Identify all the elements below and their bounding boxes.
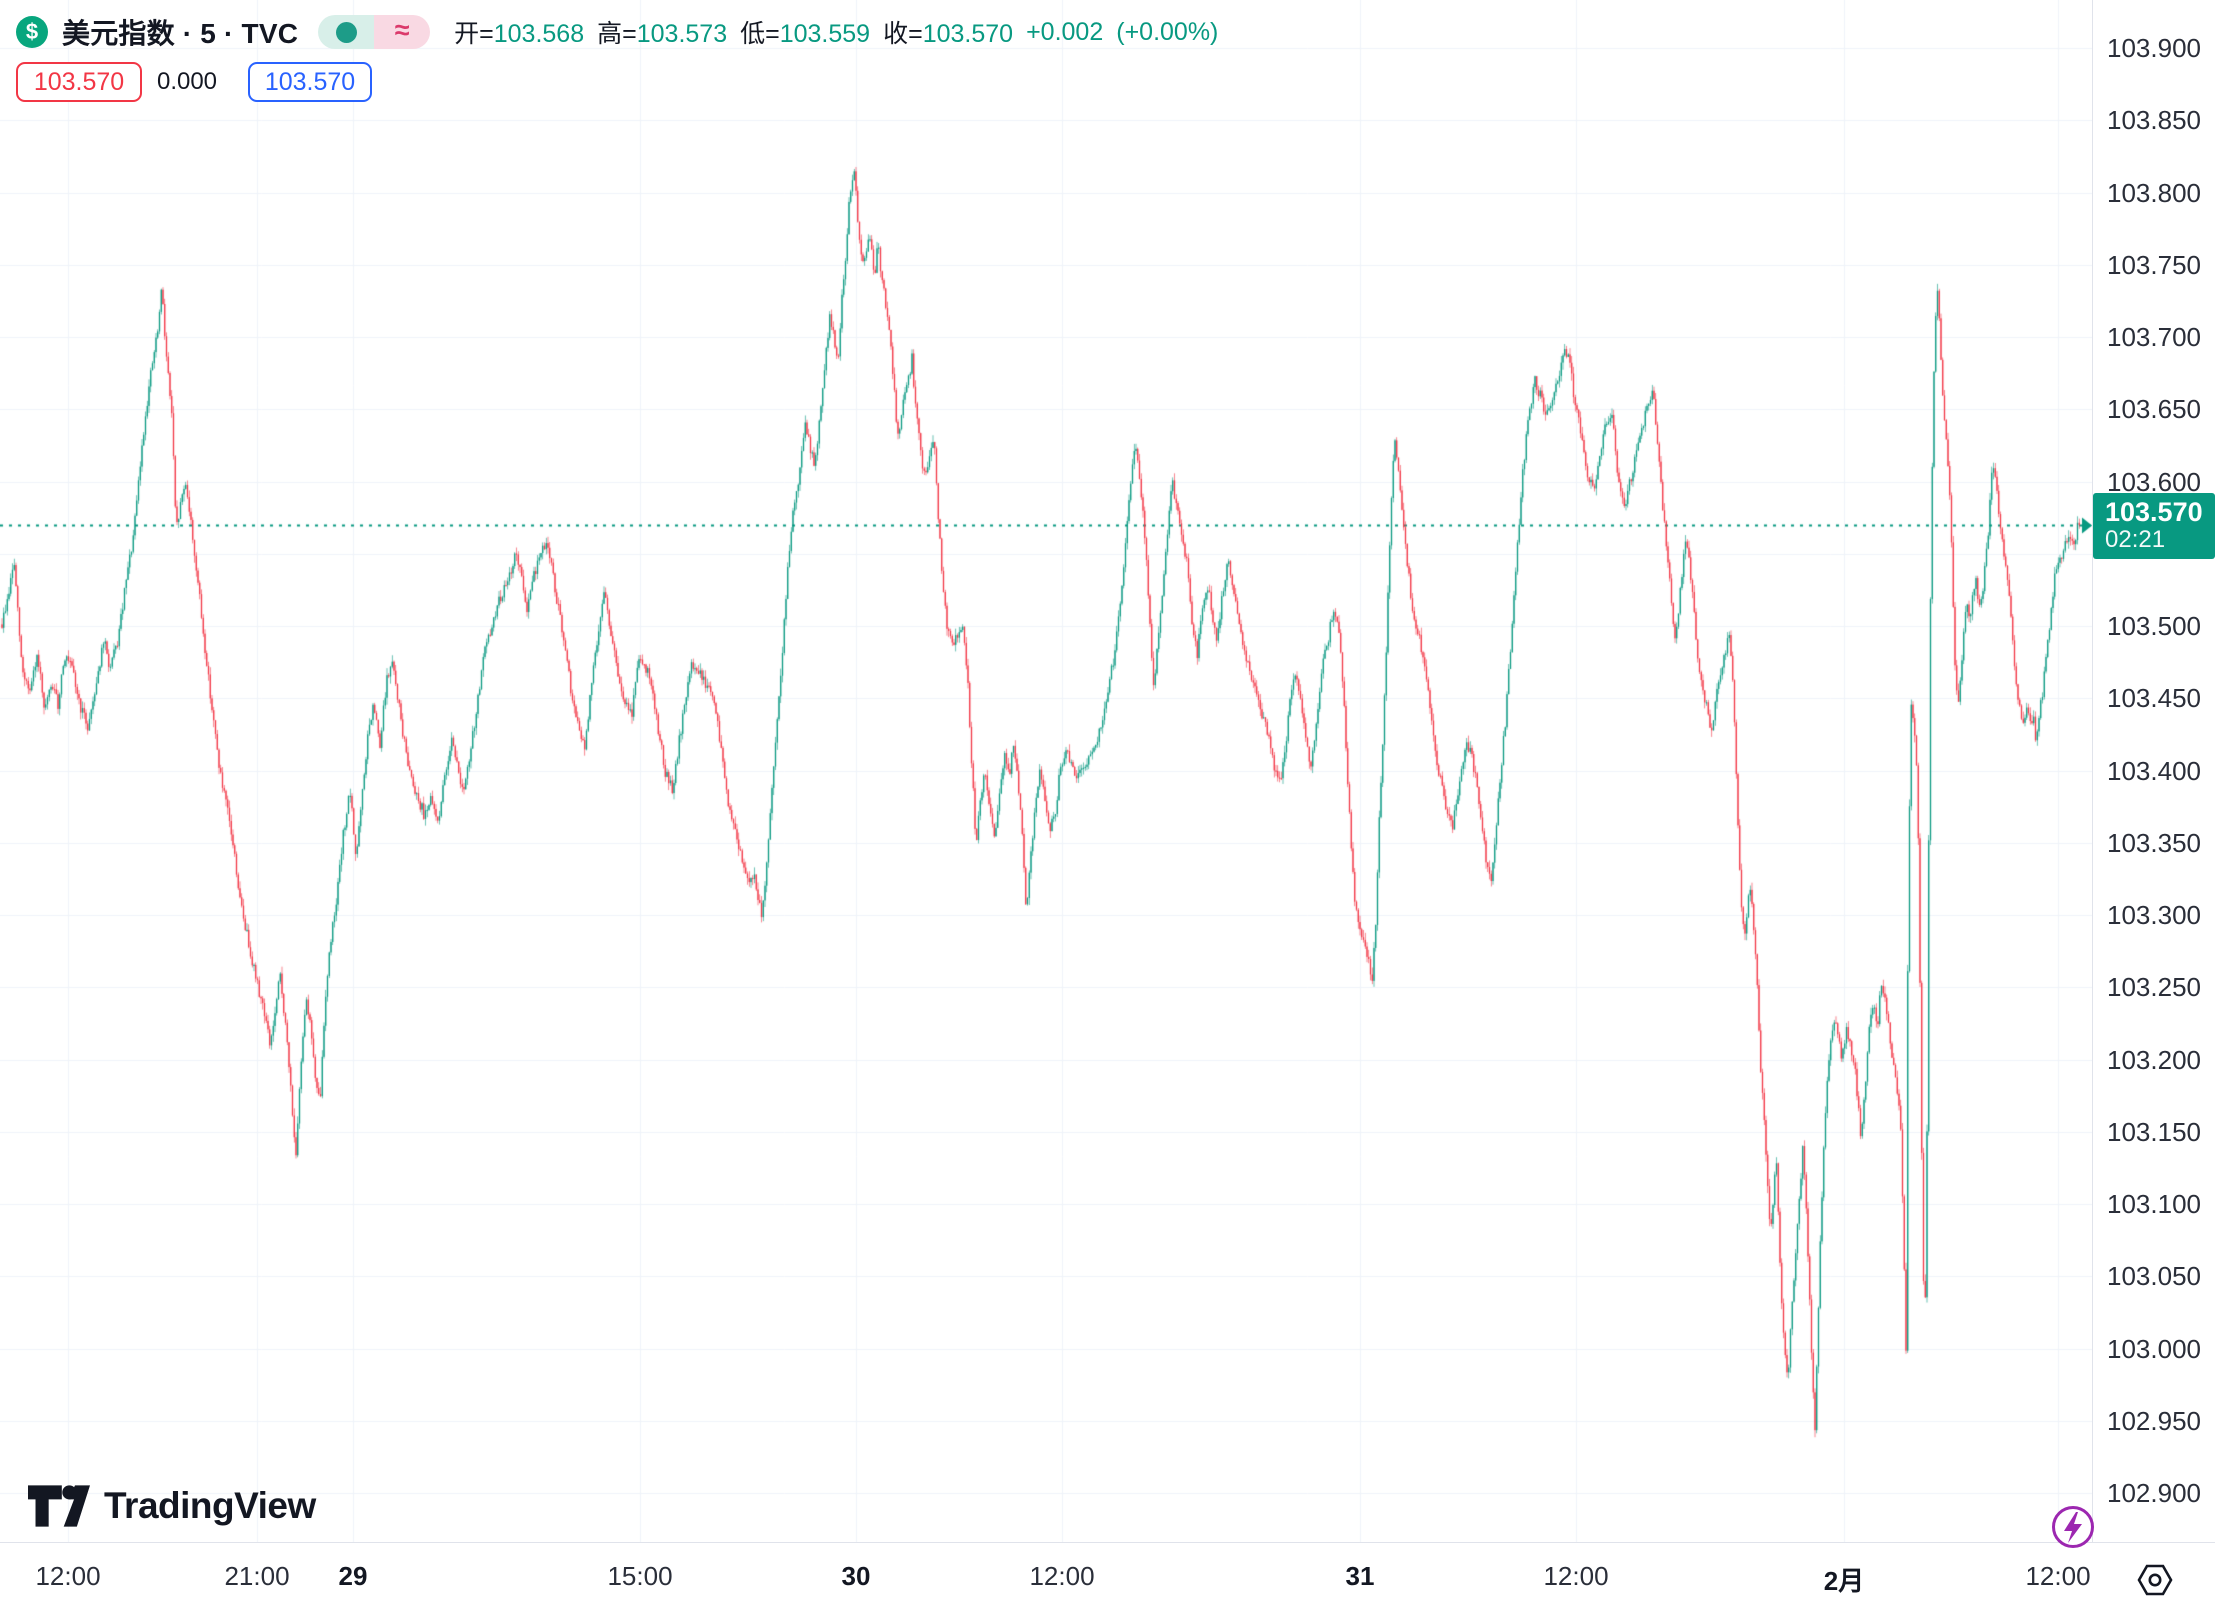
close-label: 收= (883, 20, 923, 48)
hexagon-settings-icon (2137, 1564, 2173, 1596)
price-axis-label: 103.450 (2107, 683, 2201, 714)
change-value: +0.002 (1026, 17, 1104, 46)
tradingview-mark-icon (28, 1485, 90, 1527)
time-axis-label: 12:00 (35, 1561, 101, 1591)
time-axis[interactable]: 12:00 21:00 29 15:00 30 12:00 31 12:00 2月 12:00 (0, 1542, 2215, 1607)
price-axis-label: 103.400 (2107, 755, 2201, 786)
symbol-title[interactable]: 美元指数 · 5 · TVC (62, 18, 299, 49)
quote-row: 103.570 0.000 103.570 (16, 62, 372, 102)
price-axis-label: 103.850 (2107, 105, 2201, 136)
time-axis-day-label: 2月 (1823, 1566, 1865, 1596)
low-value: 103.559 (779, 20, 871, 48)
high-value: 103.573 (636, 20, 728, 48)
instant-order-button[interactable] (2051, 1505, 2095, 1549)
market-open-dot-icon (335, 21, 357, 43)
price-axis-label: 103.100 (2107, 1189, 2201, 1220)
axis-settings-button[interactable] (2136, 1562, 2174, 1598)
last-price-badge[interactable]: 103.570 02:21 (2093, 493, 2215, 559)
ohlc-readout: 开=103.568 高=103.573 低=103.559 收=103.570 … (454, 14, 1218, 50)
time-axis-label: 21:00 (224, 1561, 290, 1591)
price-axis-label: 102.950 (2107, 1405, 2201, 1436)
price-axis-label: 103.000 (2107, 1333, 2201, 1364)
time-axis-label: 15:00 (607, 1561, 673, 1591)
symbol-logo-icon: $ (16, 16, 48, 48)
high-label: 高= (597, 20, 637, 48)
price-axis-label: 103.250 (2107, 972, 2201, 1003)
price-axis-label: 103.600 (2107, 466, 2201, 497)
price-axis-label: 103.200 (2107, 1044, 2201, 1075)
price-axis-label: 103.750 (2107, 249, 2201, 280)
price-axis-label: 103.050 (2107, 1261, 2201, 1292)
price-axis-label: 103.350 (2107, 827, 2201, 858)
buy-price-button[interactable]: 103.570 (248, 62, 372, 102)
price-axis-label: 103.500 (2107, 611, 2201, 642)
change-percent: (+0.00%) (1116, 17, 1219, 46)
price-axis-label: 102.900 (2107, 1478, 2201, 1509)
spread-value: 0.000 (156, 68, 218, 95)
time-axis-label: 12:00 (2025, 1561, 2091, 1591)
last-price-value: 103.570 (2105, 497, 2203, 527)
open-label: 开= (454, 20, 494, 48)
price-axis-label: 103.800 (2107, 177, 2201, 208)
tradingview-logo-text: TradingView (104, 1485, 316, 1526)
price-axis-label: 103.650 (2107, 394, 2201, 425)
time-axis-day-label: 29 (338, 1561, 368, 1591)
price-axis-label: 103.900 (2107, 33, 2201, 64)
lightning-icon (2052, 1506, 2094, 1548)
delayed-data-half[interactable]: ≈ (374, 15, 431, 49)
candlestick-canvas[interactable] (0, 0, 2092, 1542)
tradingview-logo[interactable]: TradingView (28, 1484, 316, 1528)
price-axis-label: 103.700 (2107, 322, 2201, 353)
sell-price-button[interactable]: 103.570 (16, 62, 142, 102)
close-value: 103.570 (922, 20, 1014, 48)
time-axis-day-label: 30 (841, 1561, 871, 1591)
approx-icon: ≈ (394, 15, 410, 45)
low-label: 低= (740, 20, 780, 48)
chart-header: $ 美元指数 · 5 · TVC ≈ 开=103.568 高=103.573 低… (16, 12, 1218, 52)
time-axis-label: 12:00 (1543, 1561, 1609, 1591)
open-value: 103.568 (493, 20, 585, 48)
bar-countdown: 02:21 (2105, 526, 2166, 553)
price-axis[interactable]: 103.900 103.850 103.800 103.750 103.700 103.6… (2092, 0, 2215, 1542)
time-axis-label: 12:00 (1029, 1561, 1095, 1591)
price-axis-label: 103.300 (2107, 900, 2201, 931)
market-status-toggle[interactable]: ≈ (318, 15, 431, 49)
time-axis-day-label: 31 (1345, 1561, 1375, 1591)
price-axis-label: 103.150 (2107, 1116, 2201, 1147)
market-open-half[interactable] (318, 15, 375, 49)
